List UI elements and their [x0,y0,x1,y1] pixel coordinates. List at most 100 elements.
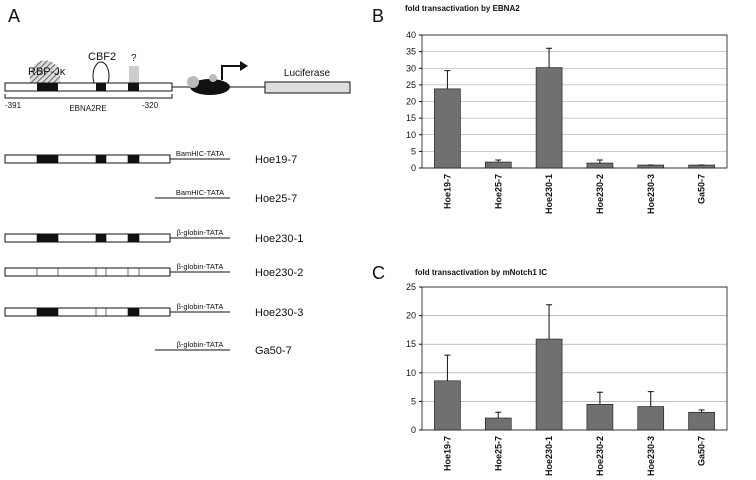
y-tick-label: 0 [411,425,416,435]
error-bar [495,411,502,418]
site [95,233,107,243]
x-tick-label: Ga50-7 [697,174,707,204]
construct-label: Hoe230-1 [255,233,303,245]
site [95,267,107,277]
arrow-head [240,61,248,71]
chart-title: fold transactivation by mNotch1 IC [415,268,547,277]
bar [535,67,563,169]
error-bar [647,391,654,407]
error-bar [444,70,451,89]
bar [484,417,512,431]
site [96,83,106,91]
x-tick-label: Hoe230-1 [544,174,554,214]
site [36,154,59,164]
bar [586,162,614,169]
end-label: -320 [142,101,159,110]
error-bar [546,47,553,68]
site [95,154,107,164]
x-tick-label: Hoe230-2 [595,174,605,214]
unknown-label: ? [131,53,137,64]
bar [535,338,563,431]
site [127,267,140,277]
reporter-label: Luciferase [284,68,331,79]
y-tick-label: 5 [411,146,416,156]
x-tick-label: Hoe230-3 [646,436,656,476]
error-bar [596,391,603,405]
y-tick-label: 25 [406,80,416,90]
x-tick-label: Hoe25-7 [493,174,503,209]
site [36,233,59,243]
bar [484,161,512,169]
enhancer-box [4,154,171,164]
y-tick-label: 10 [406,130,416,140]
x-tick-label: Ga50-7 [697,436,707,466]
site [95,307,107,317]
error-bar [698,409,705,413]
x-tick-label: Hoe19-7 [442,436,452,471]
factor [209,74,217,82]
polymerase [190,79,230,95]
bar [434,380,461,431]
panel-label: C [372,263,385,283]
unknown-shape [129,66,139,84]
enhancer-box [4,82,173,92]
promoter-label: BamHIC-TATA [176,188,224,197]
construct-label: Hoe19-7 [255,154,297,166]
error-bar [596,159,603,164]
y-tick-label: 0 [411,163,416,173]
y-tick-label: 10 [406,368,416,378]
cbf2-label: CBF2 [88,51,116,63]
site [37,83,58,91]
enhancer-box [4,307,171,317]
y-tick-label: 30 [406,63,416,73]
construct-label: Hoe230-2 [255,267,303,279]
y-tick-label: 40 [406,30,416,40]
y-tick-label: 15 [406,113,416,123]
promoter-label: BamHIC-TATA [176,149,224,158]
y-tick-label: 5 [411,396,416,406]
site [127,154,140,164]
chart-title: fold transactivation by EBNA2 [405,4,520,13]
bar [637,406,665,431]
bracket [4,94,173,99]
promoter-label: β-globin-TATA [177,262,224,271]
plot-frame [421,286,728,431]
enhancer-box [4,233,171,243]
y-tick-label: 15 [406,339,416,349]
rbp-label: RBP-Jκ [28,66,66,78]
x-tick-label: Hoe230-1 [544,436,554,476]
construct-label: Ga50-7 [255,345,292,357]
construct-label: Hoe230-3 [255,307,303,319]
x-tick-label: Hoe230-3 [646,174,656,214]
bar [586,403,614,431]
bar [688,411,715,431]
y-tick-label: 25 [406,282,416,292]
reporter-box [264,81,351,94]
panel-label: B [372,6,384,26]
site [128,83,139,91]
site [36,307,59,317]
site [127,233,140,243]
x-tick-label: Hoe230-2 [595,436,605,476]
promoter-label: β-globin-TATA [177,228,224,237]
promoter-label: β-globin-TATA [177,340,224,349]
y-tick-label: 20 [406,97,416,107]
x-tick-label: Hoe25-7 [493,436,503,471]
start-label: -391 [5,101,22,110]
y-tick-label: 20 [406,311,416,321]
site [127,307,140,317]
panel-label: A [8,6,20,26]
site [36,267,59,277]
error-bar [444,354,451,381]
plot-frame [421,34,728,169]
region-label: EBNA2RE [69,104,106,113]
error-bar [495,159,502,163]
enhancer-box [4,267,171,277]
y-tick-label: 35 [406,47,416,57]
arrow [221,65,240,80]
construct-label: Hoe25-7 [255,193,297,205]
bar [434,88,461,169]
promoter-label: β-globin-TATA [177,302,224,311]
rbp-shape [29,60,61,84]
